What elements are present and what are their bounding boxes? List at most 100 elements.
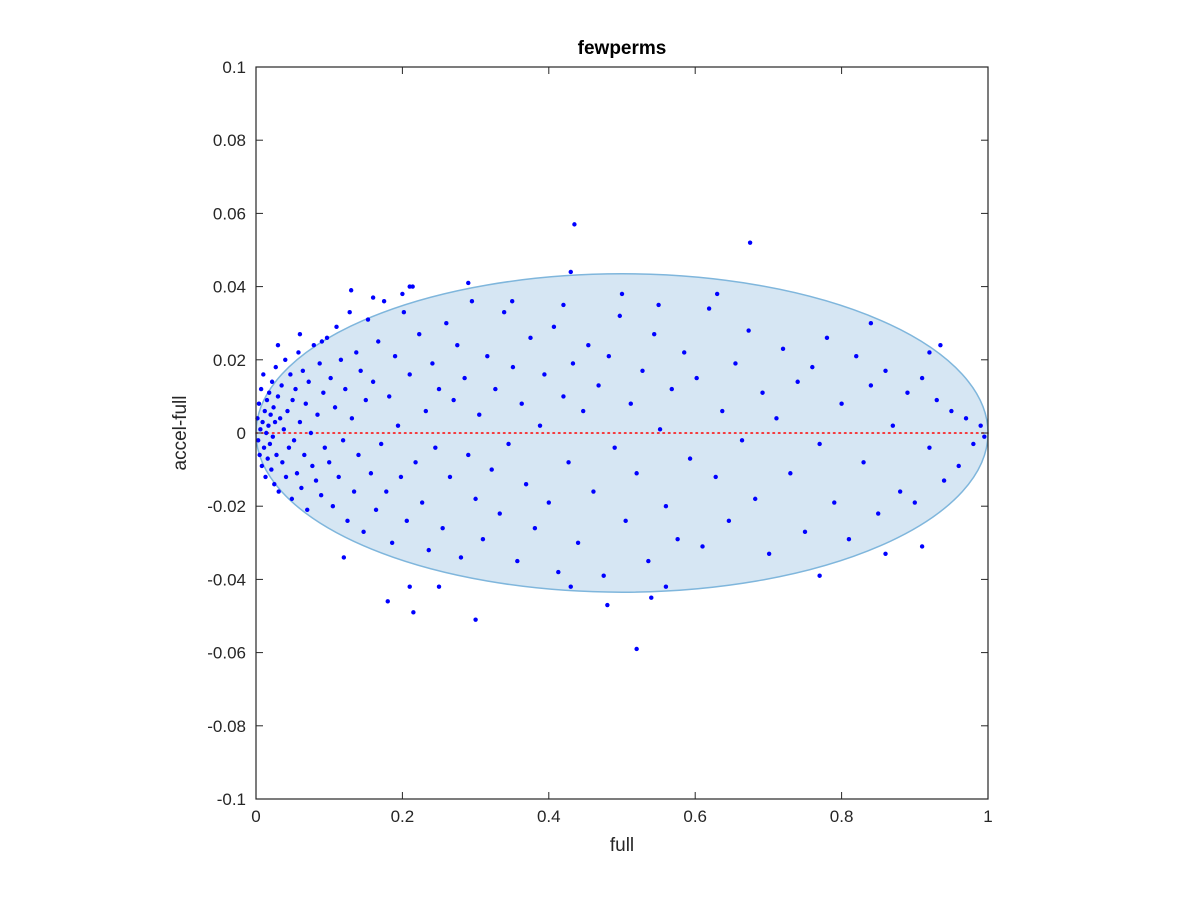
data-point <box>258 386 264 392</box>
data-point <box>817 441 822 447</box>
data-point <box>532 525 538 531</box>
data-point <box>296 350 301 355</box>
data-point <box>466 452 471 458</box>
y-tick-label: -0.08 <box>207 717 246 736</box>
data-point <box>275 342 281 348</box>
data-point <box>581 408 586 414</box>
data-point <box>561 394 566 399</box>
x-tick-label: 1 <box>983 807 992 826</box>
data-point <box>385 599 390 604</box>
data-point <box>411 610 416 615</box>
data-point <box>469 299 475 304</box>
data-point <box>617 313 623 319</box>
data-point <box>591 489 596 494</box>
data-point <box>839 401 844 406</box>
data-point <box>657 427 663 432</box>
data-points-layer <box>255 222 987 652</box>
data-point <box>358 368 363 373</box>
data-point <box>317 361 322 366</box>
data-point <box>774 416 779 421</box>
data-point <box>417 331 422 337</box>
data-point <box>810 364 815 370</box>
data-point <box>824 335 830 341</box>
data-point <box>261 445 267 450</box>
data-point <box>378 441 384 447</box>
data-point <box>345 518 350 524</box>
data-point <box>258 427 263 432</box>
x-axis-ticks: 0 0.2 0.4 0.6 0.8 1 <box>251 67 993 826</box>
data-point <box>440 525 445 531</box>
data-point <box>263 474 268 480</box>
y-tick-label: 0.1 <box>222 58 246 77</box>
data-point <box>444 321 449 326</box>
data-point <box>302 452 307 458</box>
data-point <box>883 368 888 373</box>
data-point <box>315 412 320 417</box>
x-tick-label: 0.2 <box>391 807 415 826</box>
data-point <box>262 408 267 414</box>
data-point <box>368 471 374 476</box>
data-point <box>299 485 304 491</box>
data-point <box>413 460 418 465</box>
data-point <box>971 441 976 447</box>
data-point <box>300 368 306 373</box>
data-point <box>436 584 442 589</box>
data-point <box>276 489 281 494</box>
data-point <box>934 397 939 403</box>
data-point <box>392 353 398 359</box>
data-point <box>430 361 435 366</box>
data-point <box>485 353 490 359</box>
data-point <box>318 493 324 498</box>
data-point <box>640 368 645 373</box>
data-point <box>334 324 339 330</box>
data-point <box>854 353 859 359</box>
data-point <box>663 584 669 589</box>
data-point <box>912 500 917 505</box>
data-point <box>291 438 297 443</box>
data-point <box>623 518 628 524</box>
data-point <box>400 291 405 297</box>
data-point <box>407 584 412 589</box>
y-tick-label: -0.04 <box>207 570 246 589</box>
data-point <box>466 280 471 286</box>
data-point <box>343 386 348 392</box>
y-axis-label: accel-full <box>170 396 191 471</box>
data-point <box>473 617 478 622</box>
data-point <box>612 445 617 450</box>
data-point <box>706 306 712 311</box>
data-point <box>760 390 765 395</box>
data-point <box>283 357 288 362</box>
data-point <box>260 419 265 425</box>
data-point <box>324 335 330 341</box>
data-point <box>938 342 943 348</box>
data-point <box>361 529 366 535</box>
data-point <box>404 518 409 524</box>
data-point <box>963 416 969 421</box>
data-point <box>332 405 338 410</box>
data-point <box>646 558 651 564</box>
data-point <box>423 408 429 414</box>
data-point <box>283 474 289 480</box>
data-point <box>289 496 295 502</box>
data-point <box>795 379 800 384</box>
data-point <box>348 288 354 293</box>
data-point <box>832 500 837 505</box>
data-point <box>883 551 888 556</box>
data-point <box>303 401 308 406</box>
data-point <box>255 438 261 443</box>
data-point <box>330 504 336 509</box>
data-point <box>746 328 751 333</box>
data-point <box>510 299 515 304</box>
data-point <box>682 350 687 355</box>
data-point <box>272 419 278 425</box>
data-point <box>586 342 591 348</box>
y-tick-label: 0.08 <box>213 131 246 150</box>
data-point <box>290 397 295 403</box>
data-point <box>297 419 303 425</box>
data-point <box>264 430 269 436</box>
data-point <box>286 445 292 450</box>
data-point <box>949 408 954 414</box>
data-point <box>619 291 625 297</box>
data-point <box>419 500 425 505</box>
y-tick-label: -0.06 <box>207 644 246 663</box>
